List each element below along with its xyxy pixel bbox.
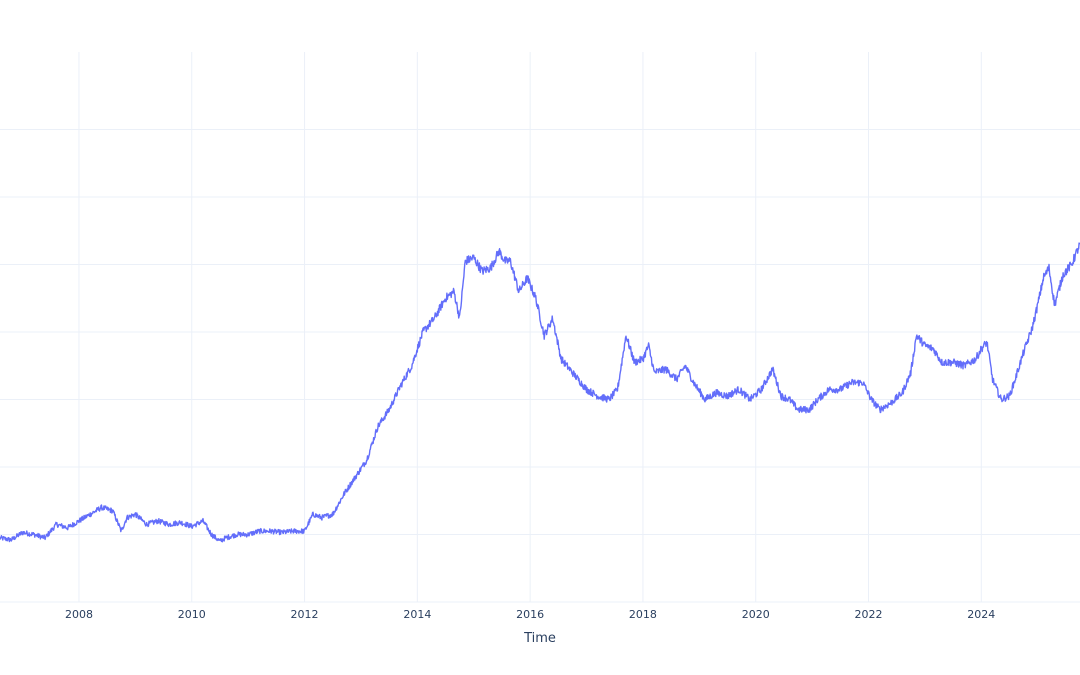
x-tick-label-2022: 2022 [855,608,883,621]
x-tick-label-2008: 2008 [65,608,93,621]
grid-lines [0,52,1080,603]
x-tick-label-2020: 2020 [742,608,770,621]
x-tick-label-2014: 2014 [403,608,431,621]
x-tick-label-2012: 2012 [291,608,319,621]
x-axis-ticks: 2008 2010 2012 2014 2016 2018 2020 2022 2024 [65,608,995,621]
x-tick-label-2018: 2018 [629,608,657,621]
x-axis-title: Time [523,631,556,646]
series-line-0 [0,242,1080,543]
x-tick-label-2016: 2016 [516,608,544,621]
x-tick-label-2024: 2024 [967,608,995,621]
plot-area [0,242,1080,543]
x-tick-label-2010: 2010 [178,608,206,621]
